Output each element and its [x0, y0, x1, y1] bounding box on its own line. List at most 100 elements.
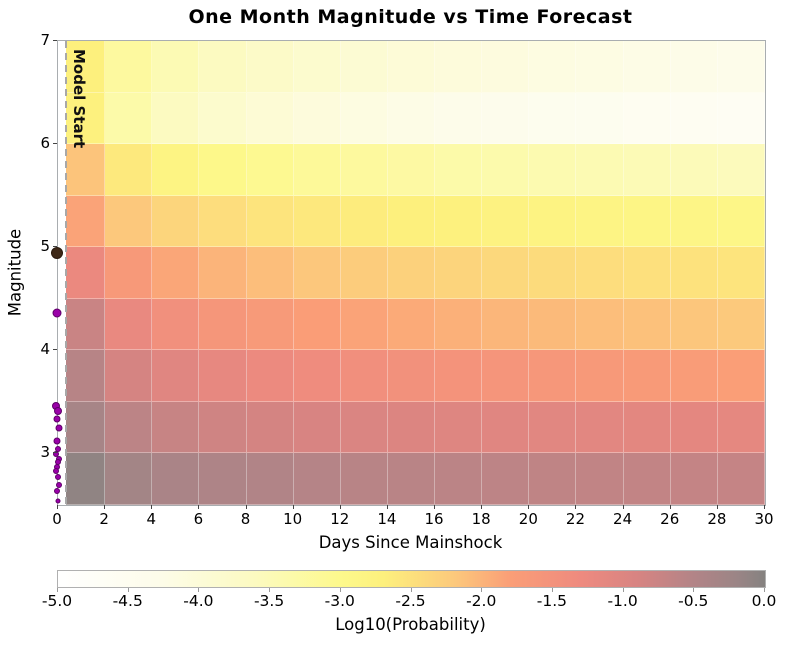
heatmap-cell	[387, 144, 436, 196]
heatmap-cell	[293, 350, 341, 402]
heatmap-cell	[152, 92, 200, 145]
heatmap-cell	[670, 144, 718, 196]
heatmap-cell	[152, 144, 200, 196]
heatmap-cell	[152, 350, 200, 402]
heatmap-cell	[717, 92, 765, 145]
heatmap-cell	[105, 298, 153, 351]
x-tick-label: 8	[240, 510, 251, 528]
heatmap-cell	[246, 195, 294, 248]
heatmap-cell	[387, 350, 436, 402]
heatmap-cell	[293, 453, 341, 505]
heatmap-cell	[529, 144, 577, 196]
heatmap-cell	[199, 298, 247, 351]
x-tick-mark	[434, 505, 436, 509]
heatmap-cell	[529, 92, 577, 145]
x-axis-label: Days Since Mainshock	[318, 533, 503, 552]
heatmap-cell	[435, 453, 483, 505]
y-tick-label: 4	[40, 340, 50, 359]
heatmap-cell	[623, 350, 671, 402]
heatmap-cell	[293, 195, 341, 248]
colorbar-tick-mark	[481, 588, 483, 592]
heatmap-cell	[246, 247, 294, 299]
heatmap-cell	[529, 247, 577, 299]
colorbar-tick-mark	[764, 588, 765, 592]
x-tick-label: 16	[424, 510, 444, 528]
aftershock-dot	[55, 424, 63, 432]
colorbar-tick-mark	[622, 588, 624, 592]
y-tick-mark	[53, 452, 57, 454]
x-tick-mark	[716, 505, 718, 509]
aftershock-dot	[54, 407, 62, 416]
heatmap-cell	[66, 401, 106, 454]
x-tick-label: 4	[146, 510, 157, 528]
heatmap-cell	[717, 350, 765, 402]
colorbar-tick-label: -3.0	[324, 592, 355, 610]
y-tick-label: 5	[40, 237, 50, 256]
heatmap-cell	[152, 298, 200, 351]
x-tick-label: 26	[660, 510, 680, 528]
heatmap-cell	[717, 144, 765, 196]
heatmap-cell	[105, 195, 153, 248]
colorbar-tick-label: -2.0	[466, 592, 497, 610]
heatmap-cell	[199, 350, 247, 402]
heatmap-cell	[435, 195, 483, 248]
model-start-label: Model Start	[70, 49, 89, 149]
heatmap-cell	[66, 247, 106, 299]
aftershock-dot	[55, 498, 61, 504]
heatmap-cell	[529, 41, 577, 93]
heatmap-cell	[529, 453, 577, 505]
heatmap-cell	[340, 453, 388, 505]
heatmap-cell	[529, 350, 577, 402]
heatmap-cell	[529, 401, 577, 454]
x-tick-label: 0	[52, 510, 62, 528]
x-tick-mark	[575, 505, 577, 509]
x-tick-mark	[245, 505, 247, 509]
heatmap-cell	[340, 298, 388, 351]
heatmap-cell	[717, 247, 765, 299]
colorbar-tick-mark	[269, 588, 271, 592]
heatmap-cell	[66, 453, 106, 505]
x-tick-label: 6	[193, 510, 204, 528]
heatmap-cell	[199, 247, 247, 299]
heatmap-cell	[717, 195, 765, 248]
x-tick-label: 18	[471, 510, 491, 528]
heatmap-cell	[387, 401, 436, 454]
heatmap-cell	[66, 195, 106, 248]
colorbar	[57, 570, 766, 588]
heatmap-cell	[482, 41, 530, 93]
heatmap-cell	[293, 92, 341, 145]
heatmap-cell	[293, 41, 341, 93]
heatmap-cell	[623, 195, 671, 248]
heatmap-cell	[482, 195, 530, 248]
heatmap-cell	[670, 41, 718, 93]
x-tick-label: 20	[518, 510, 538, 528]
heatmap-cell	[576, 92, 624, 145]
heatmap-cell	[246, 144, 294, 196]
x-tick-mark	[57, 505, 58, 509]
x-tick-mark	[764, 505, 765, 509]
heatmap-cell	[340, 195, 388, 248]
heatmap-cell	[576, 195, 624, 248]
heatmap-cell	[670, 247, 718, 299]
x-tick-mark	[481, 505, 483, 509]
x-tick-mark	[386, 505, 388, 509]
colorbar-tick-label: -1.0	[607, 592, 638, 610]
heatmap-cell	[387, 41, 436, 93]
x-tick-mark	[622, 505, 624, 509]
y-tick-label: 3	[40, 443, 50, 462]
colorbar-tick-mark	[410, 588, 412, 592]
heatmap-cell	[717, 453, 765, 505]
heatmap-cell	[199, 195, 247, 248]
heatmap-cell	[623, 401, 671, 454]
heatmap-cell	[246, 41, 294, 93]
heatmap-cell	[293, 401, 341, 454]
x-tick-label: 10	[283, 510, 303, 528]
heatmap-cell	[435, 92, 483, 145]
y-tick-mark	[53, 349, 57, 351]
heatmap-cell	[105, 41, 153, 93]
colorbar-tick-label: -0.5	[678, 592, 709, 610]
heatmap-cell	[670, 401, 718, 454]
model-start-dashed-line	[65, 41, 68, 505]
heatmap-cell	[717, 401, 765, 454]
x-tick-label: 22	[565, 510, 585, 528]
